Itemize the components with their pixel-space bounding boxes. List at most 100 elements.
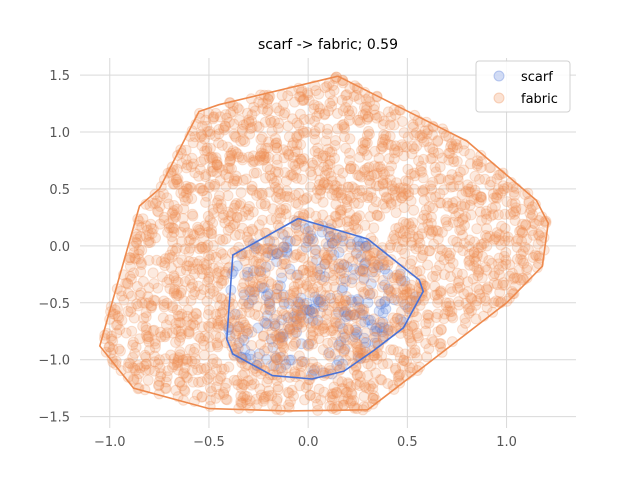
point-fabric — [383, 282, 394, 294]
point-fabric — [198, 153, 210, 165]
point-fabric — [360, 327, 372, 339]
point-fabric — [358, 274, 370, 286]
point-fabric — [389, 283, 401, 295]
point-scarf — [371, 326, 383, 338]
point-fabric — [452, 174, 464, 186]
point-fabric — [279, 258, 290, 270]
point-fabric — [194, 225, 206, 236]
point-fabric — [234, 323, 246, 335]
point-fabric — [344, 163, 356, 175]
point-fabric — [458, 237, 470, 249]
point-scarf — [351, 326, 363, 338]
point-scarf — [264, 235, 276, 247]
point-fabric — [302, 280, 313, 292]
point-fabric — [224, 156, 236, 167]
point-fabric — [171, 304, 183, 316]
point-fabric — [201, 190, 213, 202]
point-fabric — [256, 131, 268, 143]
point-fabric — [413, 155, 425, 167]
point-fabric — [375, 143, 387, 155]
point-fabric — [392, 295, 404, 307]
point-fabric — [187, 278, 198, 290]
point-scarf — [338, 273, 350, 285]
point-fabric — [246, 340, 257, 351]
point-fabric — [376, 281, 388, 293]
point-fabric — [399, 348, 411, 360]
point-scarf — [335, 336, 347, 347]
point-fabric — [434, 161, 446, 173]
point-fabric — [388, 119, 400, 131]
point-fabric — [295, 154, 307, 165]
point-fabric — [191, 308, 202, 320]
point-scarf — [338, 259, 350, 271]
point-fabric — [380, 130, 392, 142]
point-fabric — [158, 211, 170, 223]
point-fabric — [211, 337, 223, 349]
point-fabric — [187, 256, 199, 268]
point-fabric — [332, 108, 343, 119]
point-fabric — [154, 201, 166, 212]
point-fabric — [175, 187, 187, 199]
point-scarf — [229, 308, 241, 320]
point-scarf — [278, 298, 290, 310]
x-tick-label: 0.0 — [298, 435, 319, 450]
point-fabric — [385, 239, 397, 251]
point-fabric — [452, 277, 464, 289]
point-fabric — [243, 249, 255, 261]
point-fabric — [481, 284, 493, 296]
legend-label-fabric: fabric — [521, 92, 558, 107]
point-fabric — [155, 371, 166, 383]
point-fabric — [258, 345, 270, 357]
point-scarf — [366, 266, 378, 278]
point-fabric — [300, 237, 312, 249]
point-fabric — [267, 369, 279, 381]
point-fabric — [237, 154, 249, 166]
point-scarf — [270, 248, 282, 260]
point-fabric — [152, 358, 164, 370]
point-fabric — [469, 170, 481, 182]
point-scarf — [284, 235, 296, 247]
point-fabric — [271, 142, 283, 154]
point-fabric — [185, 295, 197, 306]
point-fabric — [313, 88, 325, 100]
point-fabric — [221, 112, 233, 124]
point-fabric — [377, 178, 389, 190]
point-fabric — [208, 111, 220, 123]
point-fabric — [228, 374, 240, 386]
point-fabric — [249, 308, 261, 320]
point-fabric — [182, 355, 194, 367]
legend-label-scarf: scarf — [521, 70, 553, 85]
point-fabric — [400, 175, 412, 187]
point-fabric — [534, 230, 546, 242]
point-fabric — [318, 322, 330, 334]
point-fabric — [488, 297, 500, 309]
point-fabric — [395, 274, 407, 286]
point-scarf — [261, 318, 273, 330]
point-fabric — [130, 341, 142, 353]
point-fabric — [210, 308, 222, 320]
point-fabric — [378, 259, 390, 271]
point-fabric — [187, 376, 199, 388]
point-fabric — [325, 325, 337, 337]
point-fabric — [365, 186, 377, 198]
point-scarf — [315, 294, 327, 306]
point-fabric — [204, 288, 216, 300]
point-fabric — [464, 248, 475, 260]
point-fabric — [360, 104, 372, 116]
point-scarf — [366, 319, 378, 331]
point-fabric — [269, 330, 281, 342]
point-fabric — [499, 208, 511, 220]
point-fabric — [359, 108, 371, 120]
point-fabric — [305, 362, 317, 374]
point-fabric — [291, 287, 303, 298]
point-fabric — [342, 181, 354, 193]
point-fabric — [325, 170, 337, 182]
point-fabric — [445, 141, 457, 153]
point-fabric — [130, 253, 141, 265]
point-scarf — [333, 246, 345, 258]
point-fabric — [330, 190, 342, 202]
point-fabric — [146, 228, 158, 239]
point-fabric — [340, 142, 352, 154]
point-fabric — [422, 218, 434, 230]
